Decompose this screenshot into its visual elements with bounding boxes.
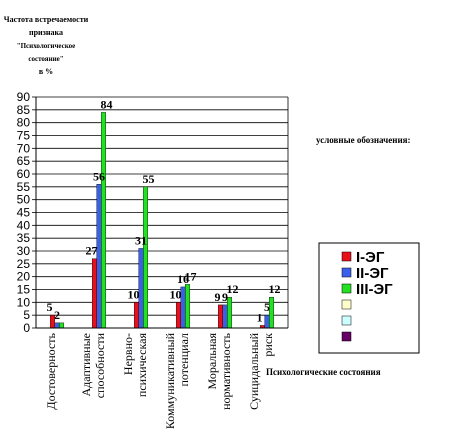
category-labels: Достоверность Адаптивные способности Нервно… — [44, 332, 275, 429]
legend-swatch — [341, 299, 352, 310]
legend-swatch — [341, 331, 352, 342]
y-tick-label: 35 — [17, 231, 31, 245]
category-label: Достоверность — [44, 332, 58, 409]
axes — [35, 97, 289, 329]
legend-heading: условные обозначения: — [316, 135, 411, 145]
data-label: 55 — [143, 172, 155, 186]
legend-swatch — [341, 251, 352, 262]
y-tick-label: 80 — [17, 116, 31, 130]
legend-swatch — [341, 283, 352, 294]
chart-title: Частота встречаемости признака "Психологич… — [4, 15, 89, 76]
y-tick-label: 25 — [17, 257, 31, 271]
category-label: риск — [261, 333, 275, 357]
legend-box — [318, 242, 420, 354]
y-tick-label: 5 — [23, 308, 30, 322]
chart-title-line: "Психологическое — [17, 42, 76, 50]
category-label: Моральная — [205, 333, 219, 390]
category-label: психическая — [135, 333, 149, 398]
data-label: 84 — [101, 97, 113, 111]
chart-title-line: состояние" — [28, 55, 63, 63]
y-tick-label: 15 — [17, 283, 31, 297]
data-label: 10 — [170, 287, 182, 301]
bar-2-1 — [54, 322, 60, 329]
chart-title-line: в % — [39, 67, 53, 76]
y-tick-label: 55 — [17, 180, 31, 194]
legend-label: III-ЭГ — [356, 281, 393, 298]
data-label: 16 — [177, 272, 189, 286]
data-label: 2 — [54, 308, 60, 322]
data-label: 12 — [269, 282, 281, 296]
bar-3-3 — [143, 186, 148, 329]
legend-swatch — [341, 315, 352, 326]
data-label: 5 — [264, 300, 270, 314]
category-label: Нервно- — [121, 333, 135, 375]
y-tick-label: 90 — [17, 90, 31, 104]
chart-title-line: Частота встречаемости — [4, 15, 89, 24]
category-label: Коммуникативный — [163, 332, 177, 429]
y-tick-label: 0 — [23, 321, 30, 335]
category-label: Адаптивные — [79, 333, 93, 397]
bar-1-2 — [92, 258, 97, 329]
x-axis-label: Психологические состояния — [266, 367, 381, 377]
legend-label: II-ЭГ — [356, 265, 389, 282]
y-tick-label: 50 — [17, 193, 31, 207]
y-tick-label: 10 — [17, 295, 31, 309]
category-label: потенциал — [177, 333, 191, 387]
y-tick-label: 40 — [17, 218, 31, 232]
data-label: 9 — [222, 290, 228, 304]
bars — [50, 112, 274, 329]
chart-title-line: признака — [29, 28, 63, 37]
bar-1-5 — [218, 304, 223, 329]
y-tick-label: 85 — [17, 103, 31, 117]
bar-3-4 — [185, 284, 190, 329]
data-label: 56 — [93, 169, 105, 183]
category-label: способности — [93, 332, 107, 398]
bar-1-3 — [134, 302, 139, 329]
data-label: 17 — [185, 269, 197, 283]
bar-1-4 — [176, 302, 181, 329]
bar-2-5 — [222, 304, 228, 329]
legend-swatch — [341, 267, 352, 278]
bar-3-2 — [101, 112, 106, 329]
data-label: 10 — [128, 287, 140, 301]
bar-2-6 — [264, 314, 270, 329]
category-label: нормативность — [219, 332, 233, 409]
category-label: Суицидальный — [247, 332, 261, 409]
data-label: 9 — [215, 290, 221, 304]
y-tick-label: 65 — [17, 154, 31, 168]
y-tick-label: 75 — [17, 129, 31, 143]
y-tick-label: 60 — [17, 167, 31, 181]
data-label: 1 — [257, 310, 263, 324]
gridlines — [36, 96, 288, 329]
legend-label: I-ЭГ — [356, 249, 385, 266]
y-tick-label: 30 — [17, 244, 31, 258]
data-label: 27 — [86, 244, 98, 258]
y-tick-label: 45 — [17, 206, 31, 220]
data-label: 5 — [47, 300, 53, 314]
y-tick-label: 70 — [17, 141, 31, 155]
data-label: 31 — [135, 233, 147, 247]
y-tick-label: 20 — [17, 270, 31, 284]
data-label: 12 — [227, 282, 239, 296]
bar-3-1 — [59, 322, 64, 329]
